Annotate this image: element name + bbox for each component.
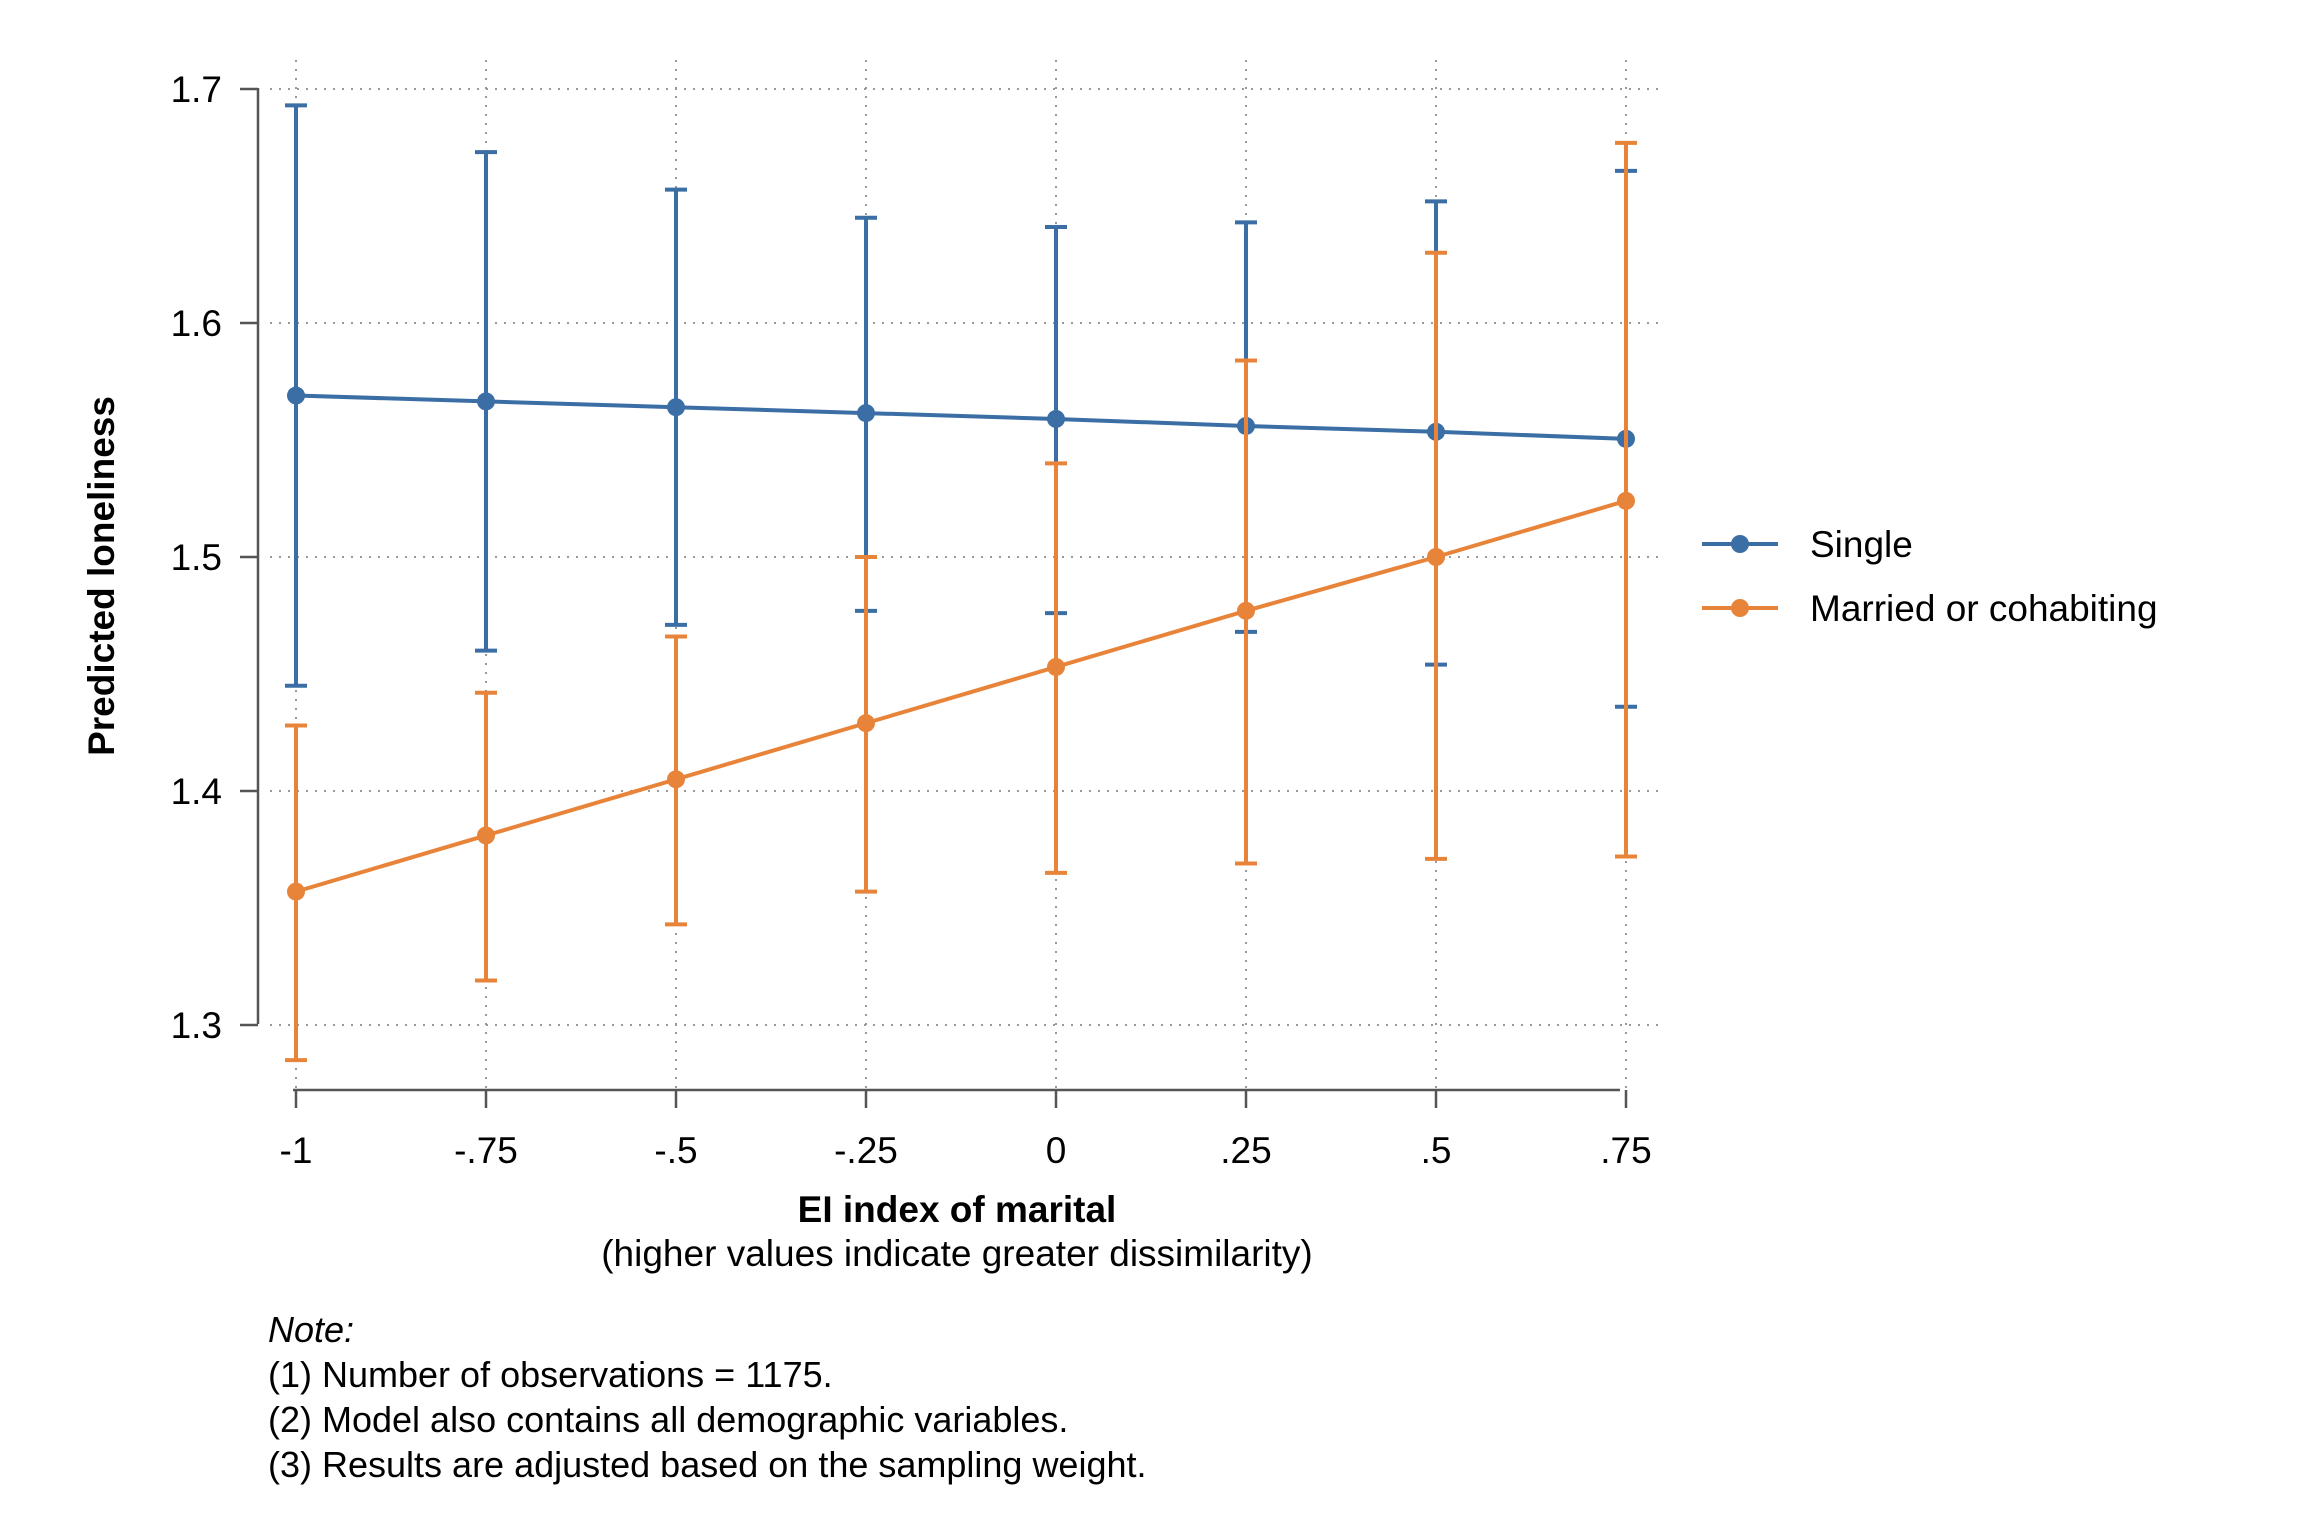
legend-marker-married <box>1731 599 1749 617</box>
y-tick-label: 1.5 <box>171 537 222 578</box>
data-point-married <box>1427 548 1445 566</box>
series-line-married <box>295 498 1627 894</box>
x-axis-sublabel: (higher values indicate greater dissimil… <box>601 1233 1313 1274</box>
y-tick-label: 1.4 <box>171 771 222 812</box>
note-block: Note: (1) Number of observations = 1175.… <box>268 1307 1147 1487</box>
series-married <box>285 140 1637 1063</box>
data-point-married <box>477 826 495 845</box>
data-point-married <box>667 770 685 789</box>
legend-label-married: Married or cohabiting <box>1810 588 2158 629</box>
y-tick-label: 1.6 <box>171 303 222 344</box>
y-tick-label: 1.7 <box>171 69 222 110</box>
note-line-1: (1) Number of observations = 1175. <box>268 1354 833 1395</box>
x-axis-label: EI index of marital <box>798 1189 1117 1230</box>
series-layer <box>285 103 1637 1063</box>
x-tick-label: .5 <box>1421 1130 1452 1171</box>
legend-item-single: Single <box>1702 524 1913 565</box>
x-tick-label: -.25 <box>834 1130 898 1171</box>
x-tick-label: -.75 <box>454 1130 518 1171</box>
data-point-single <box>1047 409 1065 428</box>
note-title: Note: <box>268 1309 355 1350</box>
data-point-single <box>857 404 875 423</box>
axes <box>256 88 1620 1092</box>
note-line-3: (3) Results are adjusted based on the sa… <box>268 1444 1147 1485</box>
legend-label-single: Single <box>1810 524 1913 565</box>
data-point-married <box>1617 491 1635 510</box>
grid-lines <box>270 60 1660 1088</box>
x-ticks: -1 -.75 -.5 -.25 0 .25 .5 .75 <box>280 1090 1652 1171</box>
y-tick-label: 1.3 <box>171 1005 222 1046</box>
data-point-single <box>477 392 495 411</box>
data-point-married <box>287 882 305 901</box>
x-tick-label: 0 <box>1046 1130 1067 1171</box>
data-point-single <box>287 386 305 405</box>
legend-marker-single <box>1731 535 1749 553</box>
x-tick-label: -1 <box>280 1130 313 1171</box>
series-line-single <box>295 393 1627 441</box>
x-tick-label: -.5 <box>654 1130 697 1171</box>
data-point-single <box>667 398 685 417</box>
x-tick-label: .75 <box>1600 1130 1651 1171</box>
note-line-2: (2) Model also contains all demographic … <box>268 1399 1069 1440</box>
y-ticks: 1.3 1.4 1.5 1.6 1.7 <box>171 69 258 1046</box>
x-tick-label: .25 <box>1220 1130 1271 1171</box>
data-point-married <box>1237 601 1255 620</box>
data-point-married <box>857 714 875 733</box>
legend: Single Married or cohabiting <box>1702 524 2158 629</box>
data-point-married <box>1047 657 1065 676</box>
legend-item-married: Married or cohabiting <box>1702 588 2158 629</box>
y-axis-label: Predicted loneliness <box>81 396 122 756</box>
